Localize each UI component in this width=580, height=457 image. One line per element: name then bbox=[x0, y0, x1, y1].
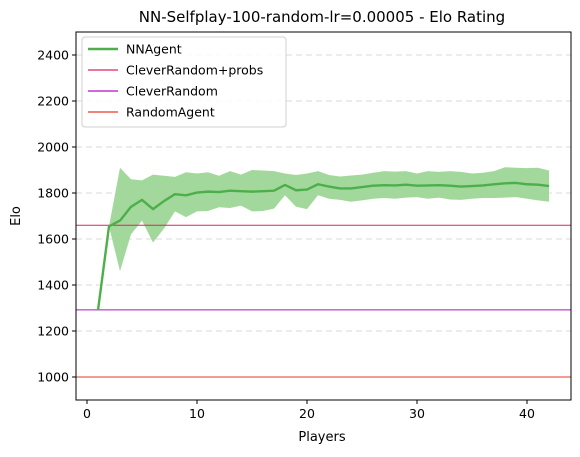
y-axis-ticks: 1000 1200 1400 1600 1800 2000 2200 2400 bbox=[37, 48, 76, 385]
legend-label: CleverRandom bbox=[126, 84, 218, 99]
legend-label: RandomAgent bbox=[126, 105, 215, 120]
x-tick-label: 0 bbox=[83, 406, 91, 421]
x-tick-label: 30 bbox=[409, 406, 425, 421]
y-tick-label: 1800 bbox=[37, 186, 69, 201]
x-tick-label: 10 bbox=[189, 406, 205, 421]
legend-label: NNAgent bbox=[126, 42, 182, 57]
x-tick-label: 20 bbox=[299, 406, 315, 421]
x-tick-label: 40 bbox=[519, 406, 535, 421]
legend: NNAgent CleverRandom+probs CleverRandom Ran… bbox=[82, 37, 286, 127]
y-tick-label: 1400 bbox=[37, 278, 69, 293]
y-tick-label: 2200 bbox=[37, 94, 69, 109]
y-tick-label: 2400 bbox=[37, 48, 69, 63]
reference-lines bbox=[76, 225, 571, 377]
chart-title: NN-Selfplay-100-random-lr=0.00005 - Elo … bbox=[139, 8, 505, 26]
y-tick-label: 1600 bbox=[37, 232, 69, 247]
y-tick-label: 1000 bbox=[37, 370, 69, 385]
x-axis-ticks: 0 10 20 30 40 bbox=[83, 400, 535, 421]
y-tick-label: 2000 bbox=[37, 140, 69, 155]
y-tick-label: 1200 bbox=[37, 324, 69, 339]
legend-label: CleverRandom+probs bbox=[126, 63, 263, 78]
y-axis-label: Elo bbox=[9, 206, 24, 226]
x-axis-label: Players bbox=[298, 430, 345, 445]
